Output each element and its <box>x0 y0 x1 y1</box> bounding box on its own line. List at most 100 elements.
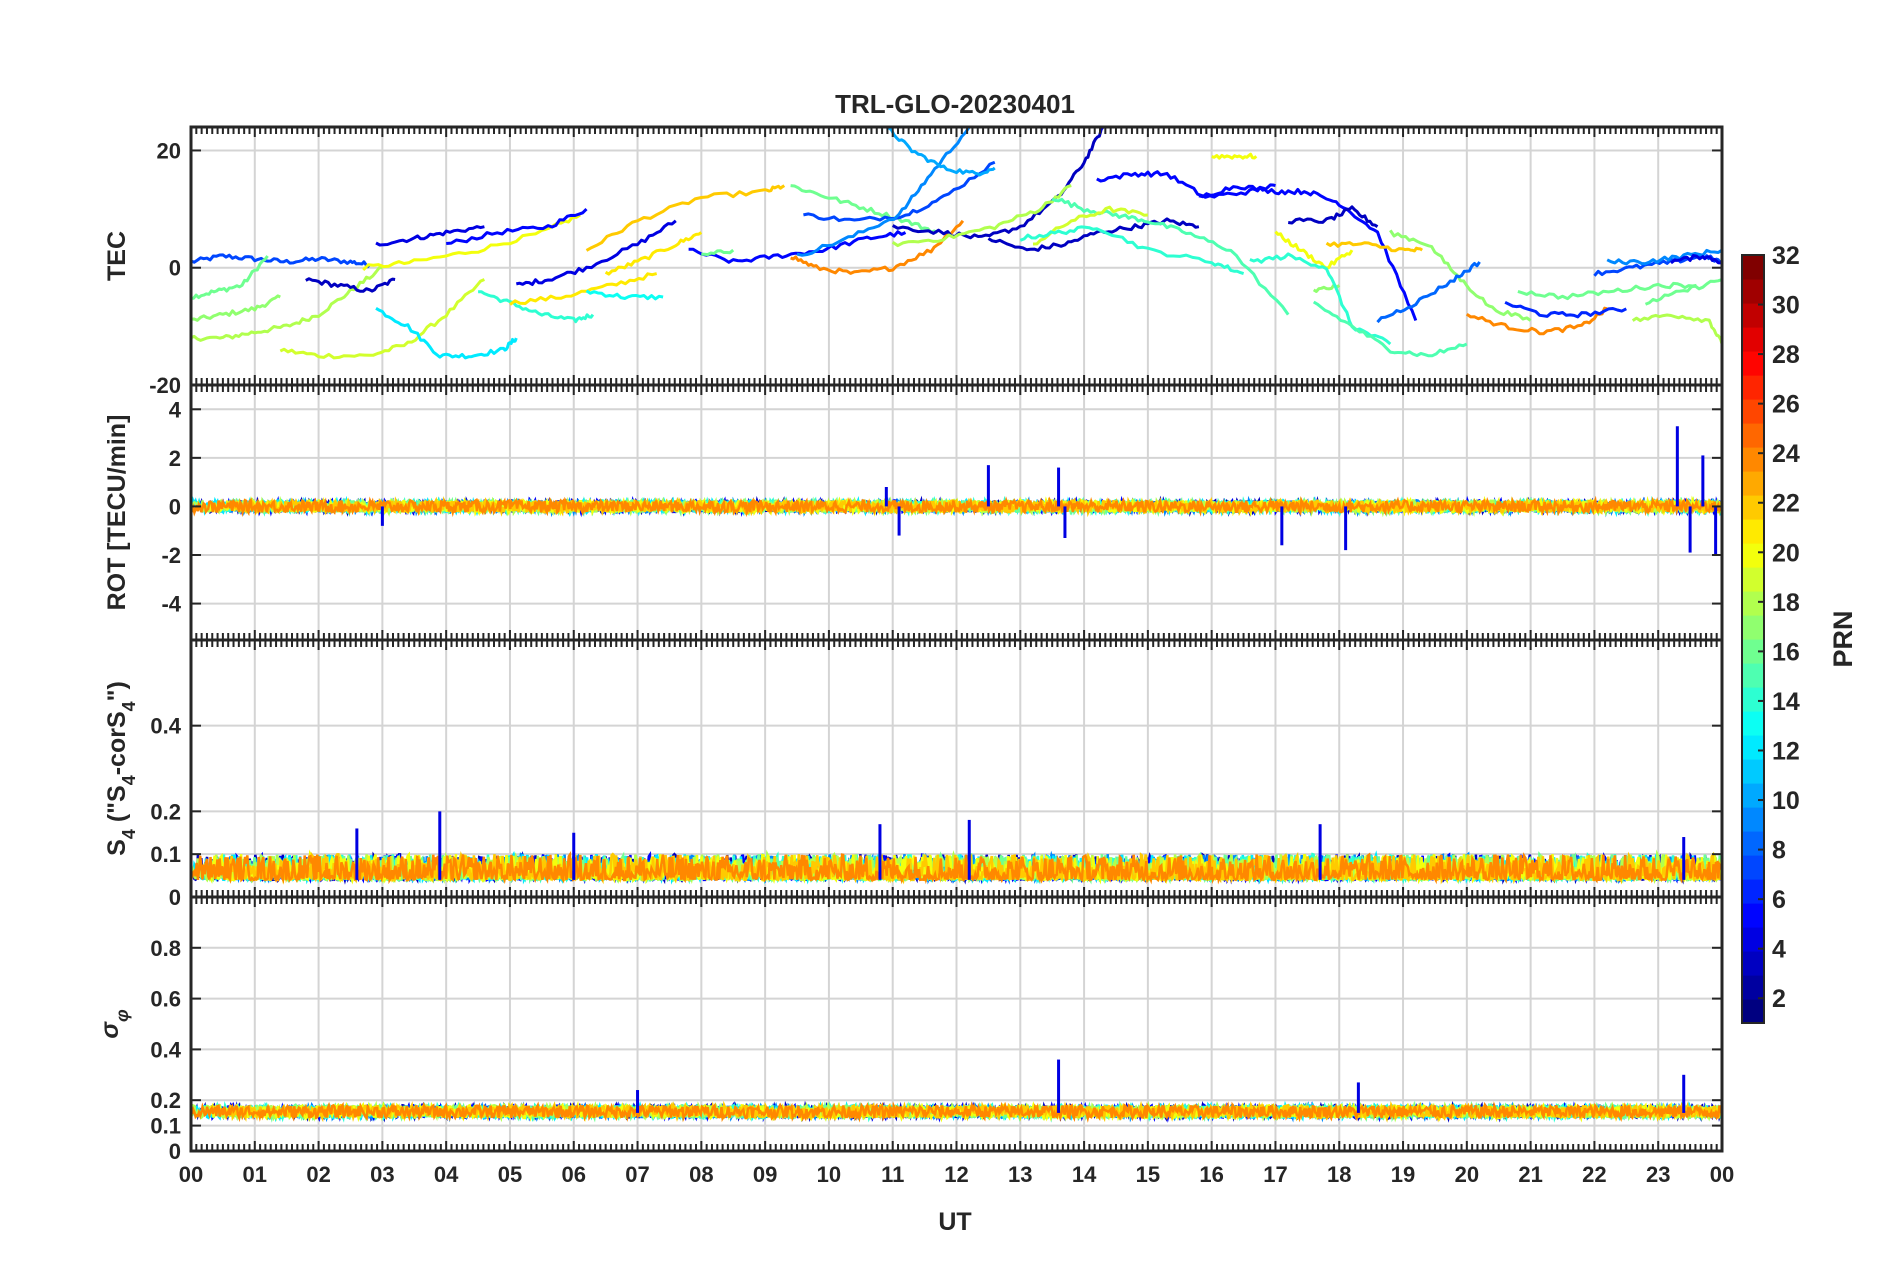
x-tick-label: 23 <box>1646 1162 1670 1187</box>
colorbar-segment <box>1742 255 1764 280</box>
colorbar-tick-label: 18 <box>1772 589 1800 617</box>
colorbar-tick-label: 2 <box>1772 985 1786 1013</box>
tec-series-prn-20 <box>1274 230 1354 270</box>
colorbar-tick-label: 10 <box>1772 787 1800 815</box>
y-tick-label: -20 <box>149 373 181 398</box>
colorbar-tick-label: 32 <box>1772 242 1800 270</box>
x-axis-label: UT <box>938 1208 971 1236</box>
x-tick-label: 20 <box>1455 1162 1479 1187</box>
colorbar-segment <box>1742 303 1764 328</box>
colorbar-segment <box>1742 831 1764 856</box>
y-tick-label: 4 <box>169 397 182 422</box>
tec-series-prn-16 <box>701 248 735 257</box>
colorbar-frame <box>1741 254 1765 1024</box>
colorbar-segment <box>1742 879 1764 904</box>
colorbar-tick-label: 30 <box>1772 292 1800 320</box>
tec-series-prn-16 <box>790 184 939 234</box>
x-tick-label: 07 <box>625 1162 649 1187</box>
colorbar-segment <box>1742 519 1764 544</box>
y-tick-label: 2 <box>169 446 181 471</box>
y-axis-label: σφ <box>96 1009 132 1039</box>
y-axis-label-part: -corS <box>103 711 131 775</box>
tec-series-prn-18 <box>891 184 1072 248</box>
tec-series-prn-16 <box>1644 278 1722 306</box>
x-tick-label: 10 <box>817 1162 841 1187</box>
colorbar-segment <box>1742 495 1764 520</box>
tec-series-prn-24 <box>1465 306 1608 336</box>
colorbar-segment <box>1742 951 1764 976</box>
x-tick-label: 21 <box>1518 1162 1542 1187</box>
tec-series-prn-5 <box>1198 184 1418 322</box>
colorbar-label: PRN <box>1828 610 1858 667</box>
panel-rot: 4 2 0 -2 -4 ROT [TECU/min] <box>103 383 1724 642</box>
tec-series-prn-9 <box>796 127 971 257</box>
colorbar-segment <box>1742 615 1764 640</box>
colorbar-tick-label: 16 <box>1772 638 1800 666</box>
colorbar-segment <box>1742 567 1764 592</box>
y-tick-label: 0.4 <box>150 1037 181 1062</box>
colorbar-segment <box>1742 591 1764 616</box>
x-tick-label: 09 <box>753 1162 777 1187</box>
tec-series-prn-22 <box>585 184 786 252</box>
tec-series-prn-6 <box>1504 300 1627 319</box>
rot-series-prn-24 <box>191 495 1722 518</box>
y-axis-label-subscript: φ <box>112 1009 132 1022</box>
colorbar-segment <box>1742 975 1764 1000</box>
tec-series-prn-4 <box>515 219 677 286</box>
panel-data <box>191 1059 1722 1123</box>
y-tick-label: 0.1 <box>150 1114 181 1139</box>
x-tick-label: 00 <box>1710 1162 1734 1187</box>
colorbar-segment <box>1742 399 1764 424</box>
colorbar-segment <box>1742 663 1764 688</box>
tec-series-prn-5 <box>446 208 588 245</box>
x-tick-label: 11 <box>881 1162 904 1187</box>
tec-series-prn-18 <box>1631 313 1722 345</box>
tec-series-prn-24 <box>790 219 965 275</box>
x-tick-label: 18 <box>1327 1162 1351 1187</box>
tec-series-prn-7 <box>191 253 371 269</box>
tec-series-prn-21 <box>604 231 703 276</box>
x-tick-label: 16 <box>1199 1162 1223 1187</box>
x-tick-label: 05 <box>498 1162 522 1187</box>
tec-series-prn-19 <box>279 278 485 360</box>
y-axis-label-part: ("S <box>103 785 131 829</box>
chart-title: TRL-GLO-20230401 <box>835 89 1075 119</box>
tec-series-prn-17 <box>191 294 281 322</box>
s4-series-prn-24 <box>191 851 1722 885</box>
y-tick-label: 20 <box>157 138 181 163</box>
tec-series-prn-16 <box>1517 281 1697 301</box>
tec-series-prn-4 <box>375 225 485 247</box>
x-tick-label: 08 <box>689 1162 713 1187</box>
x-tick-label: 17 <box>1263 1162 1287 1187</box>
colorbar-tick-label: 26 <box>1772 391 1800 419</box>
colorbar-tick-label: 6 <box>1772 886 1786 914</box>
tec-series-prn-13 <box>585 289 664 301</box>
colorbar-segment <box>1742 639 1764 664</box>
x-tick-label: 04 <box>434 1162 459 1187</box>
colorbar-segment <box>1742 423 1764 448</box>
tec-series-prn-17 <box>1389 229 1532 322</box>
y-axis-label-subscript: 4 <box>119 701 139 711</box>
x-tick-label: 03 <box>370 1162 394 1187</box>
colorbar-segment <box>1742 327 1764 352</box>
colorbar-segment <box>1742 759 1764 784</box>
colorbar-segment <box>1742 711 1764 736</box>
y-tick-label: 0 <box>169 885 181 910</box>
colorbar-segment <box>1742 279 1764 304</box>
panel-sigma: 0.8 0.6 0.4 0.20.10 σφ <box>96 895 1724 1164</box>
colorbar-segment <box>1742 471 1764 496</box>
tec-series-prn-10 <box>886 127 996 177</box>
colorbar-segment <box>1742 807 1764 832</box>
x-tick-label: 00 <box>179 1162 203 1187</box>
y-tick-label: 0.6 <box>150 987 181 1012</box>
panel-data <box>191 127 1722 360</box>
tec-series-prn-15 <box>1051 197 1290 316</box>
y-axis-label-part: ") <box>103 681 131 701</box>
colorbar-segment <box>1742 783 1764 808</box>
y-tick-label: 0.2 <box>150 799 181 824</box>
colorbar-tick-label: 24 <box>1772 440 1800 468</box>
colorbar-segment <box>1742 375 1764 400</box>
colorbar-tick-label: 8 <box>1772 837 1786 865</box>
colorbar-segment <box>1742 735 1764 760</box>
